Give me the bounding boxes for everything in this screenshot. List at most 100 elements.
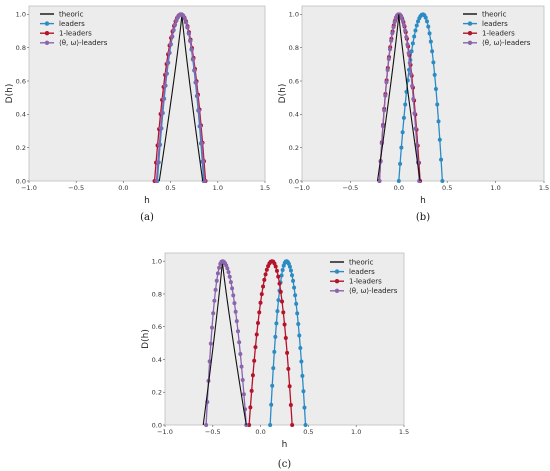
series--leaders: [154, 12, 207, 183]
data-point: [399, 15, 404, 20]
data-point: [241, 392, 246, 397]
y-tick-label: 1.0: [16, 11, 26, 19]
y-tick-label: 0.6: [289, 77, 299, 85]
x-tick-label: 0.5: [165, 184, 175, 192]
legend-marker: [467, 40, 473, 45]
data-point: [391, 25, 396, 30]
x-tick-label: 1.5: [260, 184, 270, 192]
data-point: [298, 345, 303, 350]
data-point: [297, 333, 302, 338]
data-point: [431, 60, 436, 65]
panel-caption: (a): [140, 212, 154, 223]
legend-label: ⟨θ, ω⟩-leaders: [59, 39, 108, 47]
data-point: [408, 71, 413, 76]
data-point: [380, 124, 385, 129]
data-point: [208, 341, 213, 346]
x-axis-label: h: [282, 440, 288, 450]
data-point: [407, 61, 412, 66]
y-tick-label: 0.8: [16, 44, 26, 52]
data-point: [201, 159, 206, 164]
data-point: [168, 42, 173, 47]
legend-marker: [467, 21, 473, 26]
panel-caption: (c): [278, 459, 292, 470]
data-point: [272, 261, 277, 266]
data-point: [416, 19, 421, 24]
data-point: [424, 19, 429, 24]
data-point: [280, 267, 285, 272]
legend-marker: [44, 31, 50, 36]
legend-marker: [334, 288, 340, 293]
data-point: [259, 292, 264, 297]
data-point: [399, 145, 404, 150]
series-leaders: [268, 259, 308, 427]
data-point: [400, 18, 405, 23]
data-point: [403, 102, 408, 107]
data-point: [252, 358, 257, 363]
data-point: [231, 293, 236, 298]
data-point: [165, 60, 170, 65]
data-point: [172, 22, 177, 27]
data-point: [269, 402, 274, 407]
data-point: [228, 280, 233, 285]
legend: theoric leaders 1-leaders⟨θ, ω⟩-leaders: [463, 10, 531, 47]
data-point: [287, 264, 292, 269]
data-point: [437, 137, 442, 142]
legend-label: 1-leaders: [59, 30, 92, 38]
series-line: [202, 263, 247, 426]
data-point: [274, 321, 279, 326]
data-point: [167, 50, 172, 55]
data-point: [204, 423, 209, 427]
x-tick-label: −1.0: [157, 428, 173, 436]
x-tick-label: 1.0: [213, 184, 223, 192]
data-point: [427, 31, 432, 36]
data-point: [292, 285, 297, 290]
data-point: [301, 389, 306, 394]
data-point: [157, 142, 162, 147]
data-point: [188, 39, 193, 43]
data-point: [189, 47, 194, 52]
data-point: [282, 322, 287, 327]
data-point: [154, 179, 159, 183]
y-tick-label: 0.0: [16, 177, 26, 185]
data-point: [253, 345, 258, 350]
data-point: [162, 83, 167, 88]
data-point: [278, 289, 283, 294]
data-point: [412, 34, 417, 39]
y-tick-label: 0.2: [152, 389, 162, 397]
data-point: [192, 68, 197, 73]
data-point: [303, 423, 308, 427]
data-point: [417, 179, 422, 183]
data-point: [237, 340, 242, 345]
x-tick-label: −0.5: [205, 428, 221, 436]
x-tick-label: −0.5: [68, 184, 84, 192]
plot-area: [301, 5, 545, 182]
data-point: [261, 284, 266, 289]
data-point: [254, 332, 259, 337]
data-point: [288, 403, 293, 407]
y-tick-label: 1.0: [152, 257, 162, 265]
series-1-leaders: [247, 259, 295, 427]
data-point: [288, 268, 293, 273]
data-point: [171, 28, 176, 33]
data-point: [225, 266, 230, 271]
data-point: [435, 102, 440, 107]
data-point: [377, 179, 382, 183]
x-tick-label: 0.5: [442, 184, 452, 192]
data-point: [262, 277, 267, 282]
x-axis-label: h: [144, 196, 150, 206]
data-point: [238, 352, 243, 357]
x-axis-label: h: [420, 196, 426, 206]
x-tick-label: −1.0: [294, 184, 310, 192]
data-point: [432, 72, 437, 77]
data-point: [275, 309, 280, 314]
data-point: [383, 93, 388, 98]
chart-panel-2: −1.0 −0.5 0.0 0.5 1.0 1.5 0.0 0.2 0.4 0.6 0.8 1.0 h D…: [278, 5, 549, 223]
data-point: [389, 38, 394, 43]
data-point: [202, 179, 207, 183]
chart-panel-1: −1.0 −0.5 0.0 0.5 1.0 1.5 0.0 0.2 0.4 0.6 0.8 1.0 h D…: [5, 5, 270, 223]
data-point: [293, 293, 298, 298]
data-point: [249, 388, 254, 393]
x-tick-label: 0.5: [303, 428, 313, 436]
data-point: [410, 83, 415, 88]
data-point: [215, 271, 220, 276]
